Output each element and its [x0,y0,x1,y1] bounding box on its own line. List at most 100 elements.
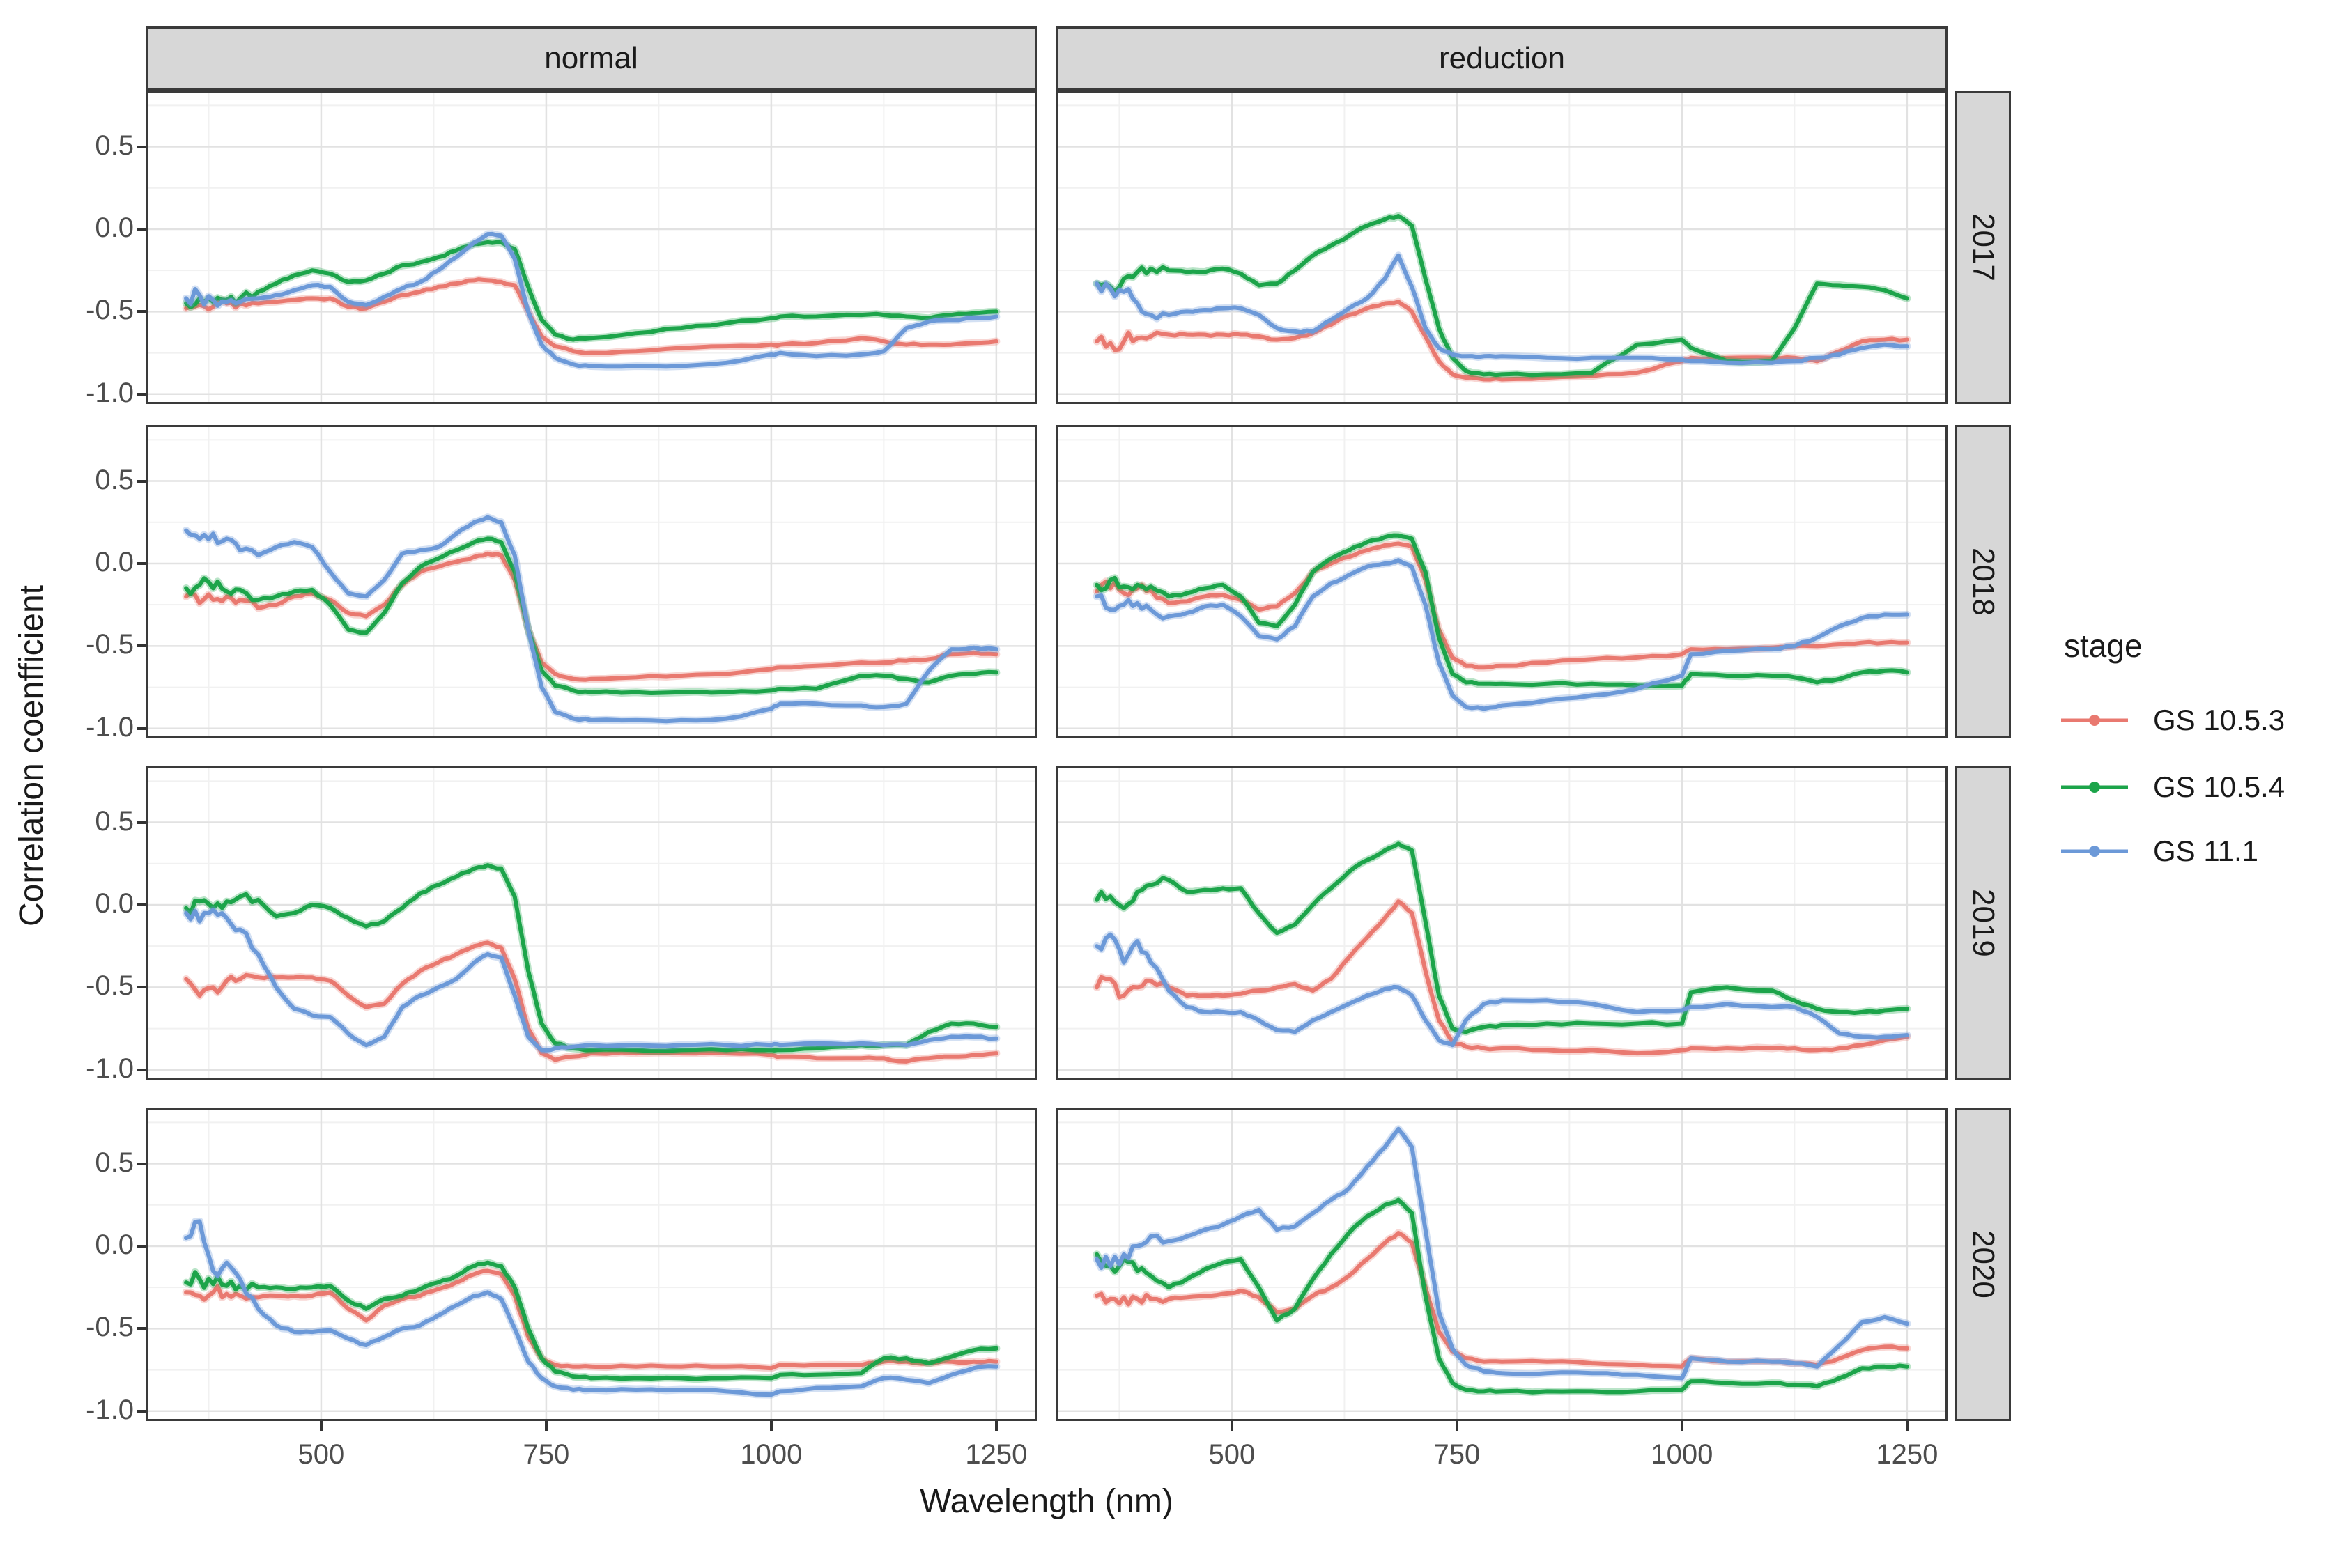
y-tick-label: -0.5 [86,970,134,1002]
series-line-GS-10-5-4 [1095,841,1909,1034]
panel-canvas [148,427,1035,736]
series-line-GS-10-5-4 [1095,533,1909,688]
panel-canvas [148,93,1035,402]
series-line-GS-10-5-4 [182,534,1001,697]
x-tick-label: 750 [1433,1439,1481,1470]
series-line-GS-10-5-4 [182,238,1001,344]
y-tick-label: -1.0 [86,1053,134,1084]
series-line-GS-10-5-3 [1093,897,1911,1057]
series-line-GS-10-5-3 [184,551,998,682]
panel-canvas [1058,1110,1945,1419]
panel-canvas [1058,427,1945,736]
series-line-GS-10-5-4 [1093,212,1911,379]
x-tick-label: 1250 [965,1439,1028,1470]
y-tick-label: -1.0 [86,711,134,743]
series-line-GS-11-1 [184,1219,998,1397]
legend-item-GS-11-1: GS 11.1 [2060,829,2258,874]
series-line-GS-10-5-4 [184,863,998,1053]
series-line-GS-10-5-3 [184,1268,998,1371]
y-tick-label: 0.0 [95,546,134,577]
y-tick-mark [137,1162,146,1165]
panel-canvas [1058,93,1945,402]
y-tick-label: -0.5 [86,295,134,326]
legend-item-GS-10-5-4: GS 10.5.4 [2060,765,2285,809]
series-line-GS-11-1 [1095,253,1909,366]
x-tick-label: 500 [1208,1439,1256,1470]
x-tick-mark [544,1421,548,1431]
x-tick-label: 750 [523,1439,570,1470]
y-tick-mark [137,821,146,824]
series-line-GS-10-5-4 [1095,1197,1909,1395]
x-tick-mark [994,1421,998,1431]
panel-canvas [1058,768,1945,1078]
panel-canvas [148,768,1035,1078]
y-tick-label: 0.5 [95,1147,134,1178]
y-tick-label: 0.0 [95,1229,134,1260]
series-line-GS-10-5-4 [184,240,998,342]
y-tick-mark [137,145,146,148]
y-tick-mark [137,986,146,989]
x-tick-mark [1905,1421,1909,1431]
y-tick-mark [137,227,146,231]
y-tick-mark [137,727,146,730]
legend-key-line-icon [2061,715,2128,726]
series-line-GS-11-1 [184,231,998,369]
y-tick-label: -1.0 [86,377,134,408]
x-axis-title: Wavelength (nm) [920,1483,1173,1520]
facet-strip-2017: 2017 [1955,91,2011,404]
series-line-GS-11-1 [1095,932,1909,1048]
y-tick-mark [137,644,146,648]
y-tick-mark [137,1244,146,1248]
legend-key-line-icon [2061,846,2128,857]
legend-item-label: GS 10.5.4 [2153,770,2285,803]
x-tick-label: 1000 [740,1439,803,1470]
x-tick-label: 1000 [1651,1439,1713,1470]
y-tick-mark [137,903,146,906]
y-tick-label: 0.0 [95,887,134,919]
series-line-GS-10-5-3 [1095,1231,1909,1369]
series-line-GS-10-5-4 [182,861,1001,1055]
series-line-GS-10-5-4 [184,536,998,695]
legend-title: stage [2064,628,2143,664]
facet-strip-2020: 2020 [1955,1108,2011,1421]
y-tick-mark [137,1327,146,1330]
facet-strip-normal: normal [146,26,1037,91]
series-line-GS-10-5-3 [184,940,998,1064]
legend-key-line-icon [2061,782,2128,793]
y-tick-mark [137,392,146,396]
panel-2017-normal [146,91,1037,404]
panel-2020-reduction [1056,1108,1948,1421]
x-tick-mark [769,1421,773,1431]
series-line-GS-10-5-4 [184,1260,998,1381]
facet-strip-2018: 2018 [1955,425,2011,738]
panel-2019-normal [146,766,1037,1080]
series-line-GS-11-1 [1095,1126,1909,1381]
series-line-GS-11-1 [184,515,998,724]
y-tick-mark [137,1068,146,1071]
legend: stage GS 10.5.3 GS 10.5.4 GS 11.1 [2060,613,2344,913]
y-tick-label: -0.5 [86,629,134,660]
legend-item-label: GS 10.5.3 [2153,704,2285,736]
y-tick-label: 0.5 [95,805,134,837]
y-tick-label: 0.5 [95,464,134,495]
series-line-GS-11-1 [1093,1125,1911,1382]
series-line-GS-11-1 [1095,558,1909,711]
panel-2018-reduction [1056,425,1948,738]
y-tick-mark [137,561,146,565]
panel-2017-reduction [1056,91,1948,404]
y-tick-label: -0.5 [86,1312,134,1343]
y-tick-mark [137,1409,146,1413]
y-tick-label: 0.5 [95,130,134,161]
facet-strip-2019: 2019 [1955,766,2011,1080]
y-tick-mark [137,479,146,483]
x-tick-mark [319,1421,323,1431]
series-line-GS-10-5-3 [1095,300,1909,382]
x-tick-label: 1250 [1876,1439,1938,1470]
legend-item-GS-10-5-3: GS 10.5.3 [2060,698,2285,743]
x-tick-mark [1680,1421,1683,1431]
facet-strip-reduction: reduction [1056,26,1948,91]
panel-2019-reduction [1056,766,1948,1080]
series-line-GS-10-5-3 [182,550,1001,684]
panel-canvas [148,1110,1035,1419]
